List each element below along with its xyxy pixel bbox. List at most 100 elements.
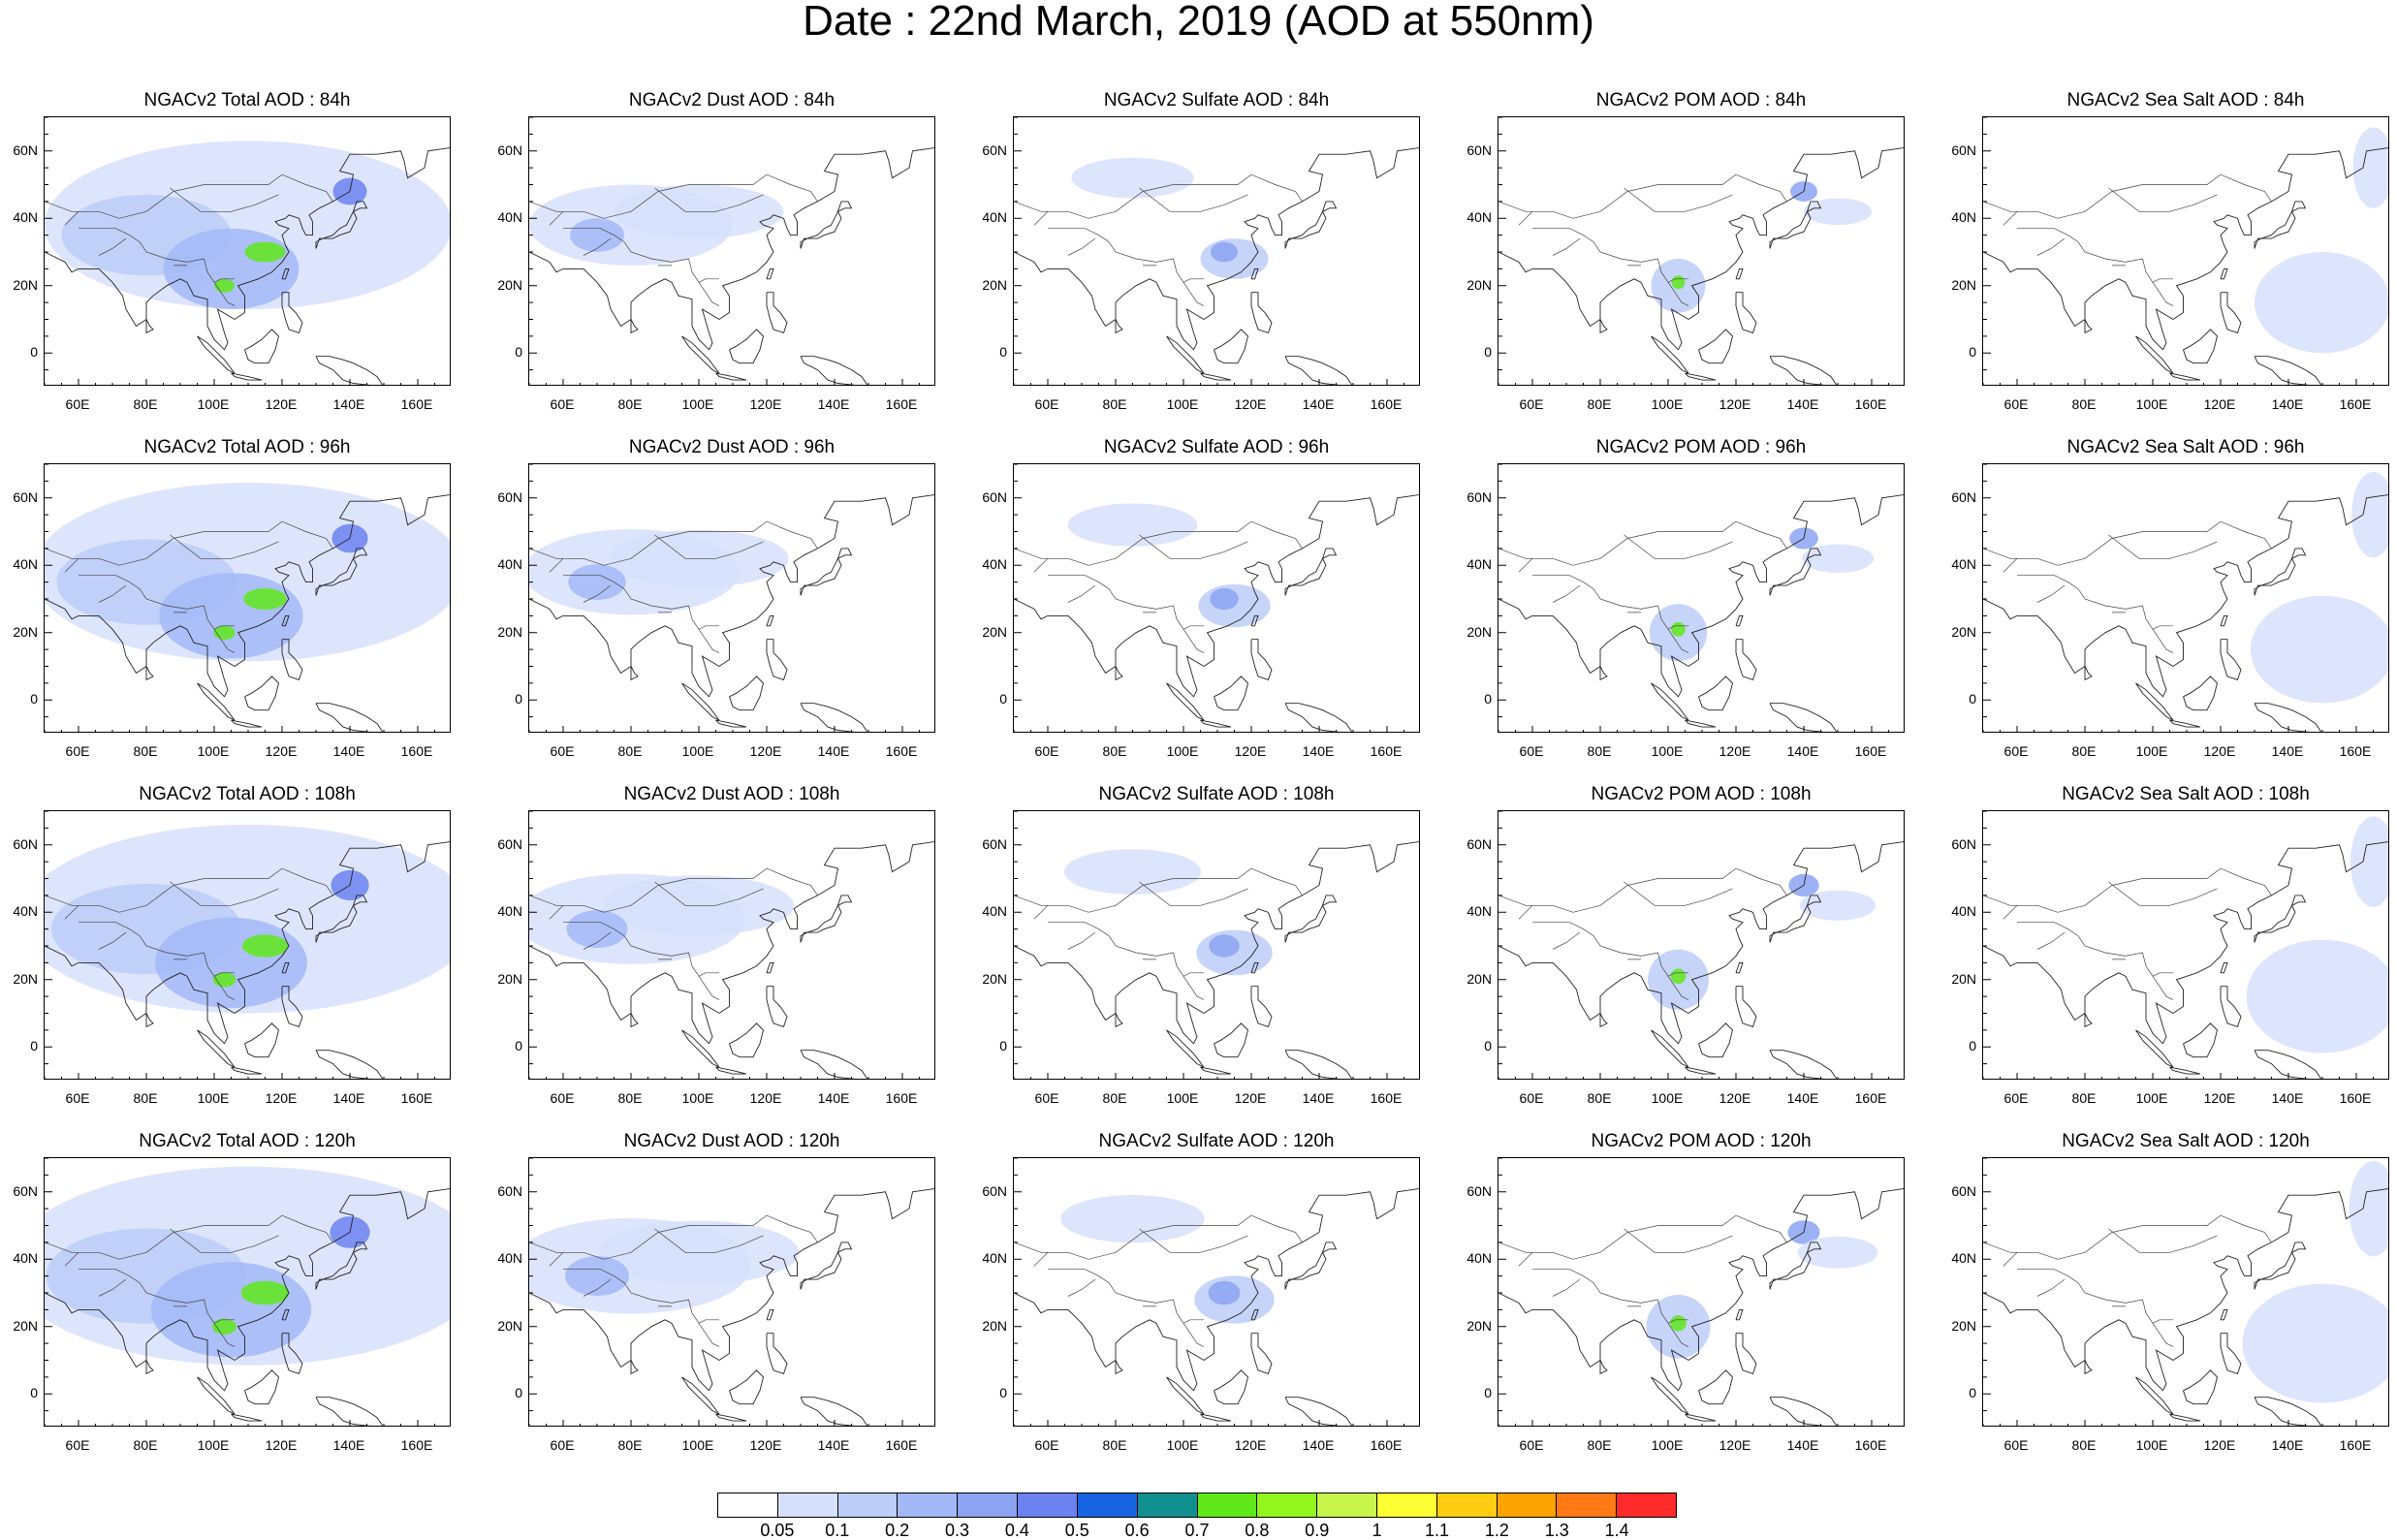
map-canvas	[1498, 117, 1904, 385]
aod-field	[1799, 890, 1877, 921]
coastline	[529, 494, 934, 732]
country-borders	[1498, 520, 1787, 653]
lon-label: 120E	[1719, 396, 1751, 412]
lat-label: 0	[515, 691, 522, 707]
lat-label: 20N	[1951, 276, 1976, 293]
aod-map	[1982, 463, 2389, 733]
country-borders	[1014, 520, 1303, 653]
coastline	[1983, 494, 2388, 732]
coastline	[529, 841, 934, 1079]
map-canvas	[529, 1158, 934, 1426]
aod-field	[2349, 1160, 2388, 1257]
colorbar-swatch	[1497, 1493, 1558, 1517]
panel-title: NGACv2 Dust AOD : 108h	[623, 784, 840, 804]
coastline	[529, 147, 934, 385]
lon-label: 80E	[1102, 1090, 1127, 1106]
aod-field	[565, 1256, 629, 1297]
lat-label: 60N	[1467, 488, 1492, 505]
coastline	[1983, 1188, 2388, 1426]
lat-label: 60N	[13, 141, 38, 158]
lat-label: 60N	[982, 488, 1007, 505]
map-canvas	[1014, 464, 1419, 732]
panel-title: NGACv2 Total AOD : 108h	[139, 784, 356, 804]
aod-map	[1498, 1157, 1905, 1427]
lon-label: 100E	[1651, 396, 1684, 412]
aod-field	[155, 917, 307, 1009]
aod-field	[1067, 503, 1198, 547]
panel-title: NGACv2 Dust AOD : 120h	[623, 1131, 840, 1151]
aod-map	[44, 1157, 451, 1427]
lon-label: 80E	[133, 1437, 158, 1453]
lon-label: 60E	[550, 396, 575, 412]
colorbar-swatch	[837, 1493, 899, 1517]
lat-label: 20N	[497, 1317, 522, 1334]
lat-label: 0	[30, 691, 38, 707]
colorbar-label: 0.05	[760, 1521, 795, 1540]
aod-field	[2255, 252, 2388, 354]
lat-label: 60N	[13, 835, 38, 852]
lon-label: 60E	[1519, 1090, 1544, 1106]
lon-label: 120E	[1719, 1437, 1751, 1453]
aod-field	[566, 910, 628, 949]
lon-label: 140E	[2271, 1437, 2304, 1453]
panel-title: NGACv2 POM AOD : 120h	[1591, 1131, 1812, 1151]
lat-label: 60N	[982, 1182, 1007, 1199]
lon-label: 120E	[265, 1090, 298, 1106]
panel-title: NGACv2 Sulfate AOD : 84h	[1103, 90, 1330, 110]
country-borders	[45, 173, 333, 306]
aod-field	[1671, 275, 1686, 290]
lon-label: 140E	[332, 743, 365, 759]
map-canvas	[1983, 117, 2388, 385]
lon-label: 60E	[1519, 743, 1544, 759]
lon-label: 100E	[681, 743, 714, 759]
lon-label: 120E	[265, 1437, 298, 1453]
lon-label: 60E	[550, 743, 575, 759]
colorbar-label: 0.3	[944, 1521, 970, 1540]
aod-field	[244, 241, 286, 263]
panel-title: NGACv2 Sulfate AOD : 120h	[1098, 1131, 1335, 1151]
lat-label: 20N	[1951, 623, 1976, 640]
lat-label: 40N	[497, 209, 522, 226]
coastline	[45, 841, 450, 1079]
country-borders	[1014, 173, 1303, 306]
colorbar-label: 1.2	[1484, 1521, 1509, 1540]
lon-label: 140E	[1786, 743, 1819, 759]
map-canvas	[1983, 464, 2388, 732]
panel-title: NGACv2 Sea Salt AOD : 120h	[2062, 1131, 2310, 1151]
lon-label: 80E	[1587, 1437, 1612, 1453]
colorbar-label: 1.1	[1424, 1521, 1450, 1540]
map-canvas	[1983, 811, 2388, 1079]
aod-map	[1498, 463, 1905, 733]
lat-label: 40N	[497, 903, 522, 920]
country-borders	[1014, 867, 1303, 1000]
lon-label: 100E	[681, 1437, 714, 1453]
coastline	[1498, 841, 1904, 1079]
lon-label: 140E	[817, 1090, 850, 1106]
coastline	[1498, 494, 1904, 732]
lon-label: 120E	[265, 396, 298, 412]
lon-label: 100E	[1166, 743, 1199, 759]
aod-field	[1797, 1236, 1878, 1269]
lat-label: 20N	[497, 623, 522, 640]
country-borders	[529, 1214, 818, 1347]
lat-label: 20N	[982, 276, 1007, 293]
panel-title: NGACv2 POM AOD : 96h	[1595, 437, 1807, 457]
lon-label: 140E	[1786, 1090, 1819, 1106]
aod-field	[568, 564, 626, 600]
lat-label: 20N	[1951, 1317, 1976, 1334]
colorbar-swatch	[1257, 1493, 1318, 1517]
aod-map	[528, 116, 935, 386]
lat-label: 60N	[1951, 1182, 1976, 1199]
aod-field	[1200, 238, 1269, 279]
lat-label: 40N	[982, 556, 1007, 573]
lat-label: 60N	[1951, 835, 1976, 852]
aod-colorbar	[717, 1493, 1677, 1518]
coastline	[1983, 841, 2388, 1079]
lon-label: 80E	[617, 396, 643, 412]
lon-label: 140E	[1302, 1090, 1335, 1106]
lat-label: 20N	[982, 1317, 1007, 1334]
country-borders	[1983, 867, 2272, 1000]
lon-label: 120E	[749, 1090, 782, 1106]
lon-label: 80E	[2071, 1090, 2097, 1106]
country-borders	[1983, 173, 2272, 306]
